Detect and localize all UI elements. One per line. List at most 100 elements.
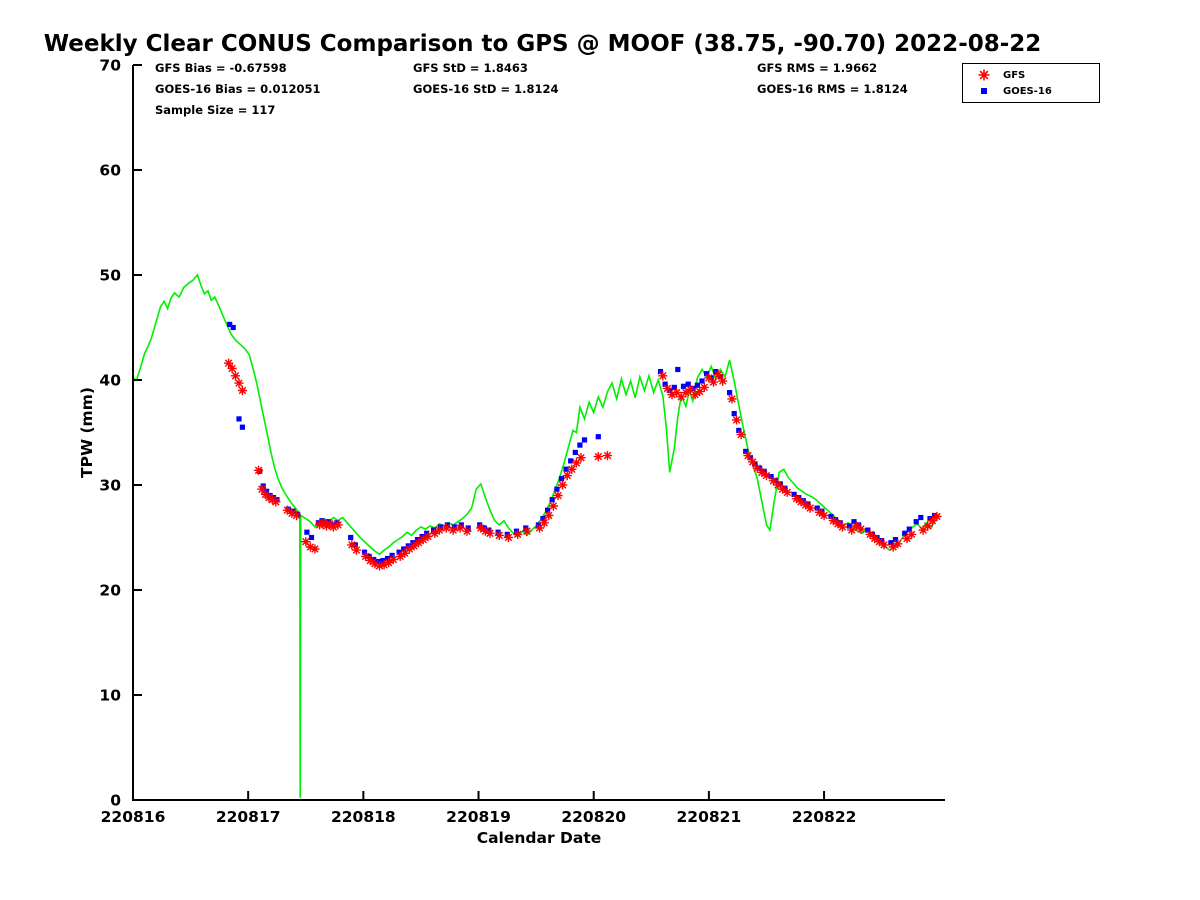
goes16-point (865, 527, 871, 533)
goes16-point (791, 491, 797, 497)
stat-goes16-std: GOES-16 StD = 1.8124 (413, 82, 559, 96)
goes16-point (879, 538, 885, 544)
y-tick-label: 70 (99, 57, 121, 75)
goes16-point (424, 530, 430, 536)
goes16-point (236, 416, 242, 422)
goes16-point (535, 522, 541, 528)
x-tick-label: 220818 (331, 808, 396, 826)
goes16-point (918, 514, 924, 521)
goes16-square-icon (981, 88, 987, 94)
goes16-point (595, 434, 601, 440)
stat-goes16-bias: GOES-16 Bias = 0.012051 (155, 82, 321, 96)
goes16-point (290, 508, 296, 514)
legend: GFS GOES-16 (962, 63, 1100, 103)
y-tick-label: 0 (110, 792, 121, 810)
goes16-point (675, 366, 681, 373)
goes16-point (513, 528, 520, 534)
square-glyph (981, 88, 987, 94)
stat-goes16-rms: GOES-16 RMS = 1.8124 (757, 82, 908, 96)
goes16-point (657, 369, 664, 375)
goes16-point (348, 534, 354, 541)
goes16-point (902, 530, 908, 536)
legend-label-gfs: GFS (1003, 69, 1026, 81)
goes16-point (680, 383, 687, 389)
gfs-point (224, 358, 942, 571)
goes16-point (796, 495, 802, 501)
goes16-point (800, 498, 806, 504)
y-tick-label: 20 (99, 582, 121, 600)
goes16-point (805, 501, 811, 507)
x-tick-label: 220816 (101, 808, 166, 826)
goes16-point (685, 381, 691, 387)
goes16-point (761, 468, 767, 474)
goes16-point (549, 497, 555, 503)
goes16-point (451, 524, 457, 530)
goes16-point (396, 549, 402, 555)
goes16-point (414, 537, 421, 543)
goes16-point (568, 458, 574, 464)
y-tick-label: 60 (99, 162, 121, 180)
goes16-point (662, 381, 668, 387)
stat-sample-size: Sample Size = 117 (155, 103, 276, 117)
goes16-point (856, 522, 862, 528)
goes16-point (704, 371, 710, 377)
legend-item-gfs[interactable]: GFS (969, 67, 1093, 83)
goes16-point (260, 483, 266, 489)
goes16-point (405, 543, 411, 549)
x-tick-label: 220820 (561, 808, 626, 826)
goes16-point (444, 522, 450, 528)
goes16-point (410, 540, 416, 546)
axis-spines (132, 65, 945, 801)
goes16-point (699, 378, 705, 384)
goes16-point (892, 537, 899, 543)
stats-column-rms: GFS RMS = 1.9662 GOES-16 RMS = 1.8124 (757, 58, 908, 100)
chart-title: Weekly Clear CONUS Comparison to GPS @ M… (43, 31, 1042, 57)
goes16-point (833, 517, 839, 523)
y-axis-label: TPW (mm) (78, 387, 96, 478)
x-axis-label: Calendar Date (477, 829, 602, 847)
goes16-point (230, 324, 236, 331)
goes16-point (671, 384, 677, 390)
goes16-point (371, 556, 377, 563)
gfs-asterisk-icon (978, 69, 990, 81)
goes16-point (523, 525, 529, 531)
stats-column-std: GFS StD = 1.8463 GOES-16 StD = 1.8124 (413, 58, 558, 100)
goes16-point (828, 513, 834, 520)
goes16-point (743, 448, 749, 454)
x-tick-label: 220817 (216, 808, 281, 826)
goes16-point (572, 449, 578, 455)
goes16-point (736, 427, 742, 433)
goes16-point (777, 481, 783, 487)
stat-gfs-std: GFS StD = 1.8463 (413, 61, 528, 75)
goes16-point (727, 390, 733, 396)
goes16-point (888, 540, 894, 546)
goes16-point (477, 522, 483, 528)
x-tick-label: 220821 (677, 808, 742, 826)
goes16-point (554, 486, 560, 492)
legend-label-goes16: GOES-16 (1003, 85, 1052, 97)
goes16-point (558, 476, 565, 482)
goes16-point (375, 559, 381, 565)
legend-item-goes16[interactable]: GOES-16 (969, 83, 1093, 99)
goes16-point (577, 442, 583, 448)
goes16-point (545, 507, 551, 513)
goes16-point (906, 526, 912, 532)
goes16-point (874, 534, 880, 541)
stat-gfs-rms: GFS RMS = 1.9662 (757, 61, 878, 75)
goes16-point (581, 437, 588, 443)
stats-column-bias: GFS Bias = -0.67598 GOES-16 Bias = 0.012… (155, 58, 320, 121)
x-tick-label: 220819 (446, 808, 511, 826)
goes16-point (540, 516, 546, 522)
y-tick-label: 50 (99, 267, 121, 285)
goes16-point (782, 485, 788, 491)
goes16-point (932, 512, 938, 519)
goes16-point (308, 534, 315, 541)
gps-line (132, 273, 940, 798)
goes16-point (819, 508, 825, 514)
goes16-point (690, 385, 696, 391)
goes16-point (731, 411, 737, 417)
y-tick-label: 40 (99, 372, 121, 390)
goes16-point (495, 529, 501, 535)
